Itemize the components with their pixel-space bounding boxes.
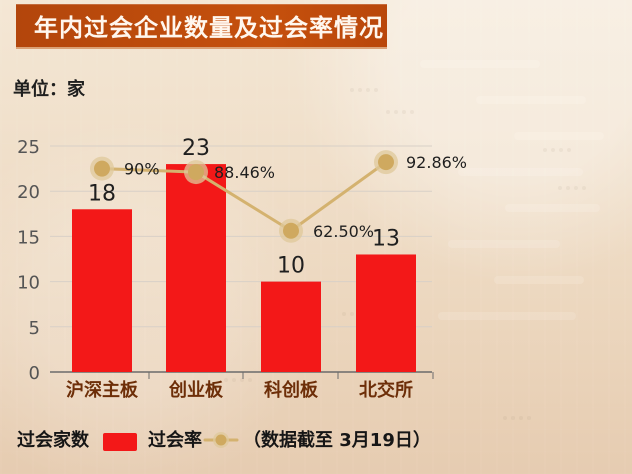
rate-point xyxy=(188,164,204,181)
bar-value-label: 13 xyxy=(372,226,400,251)
bar xyxy=(72,209,132,372)
y-tick-label: 5 xyxy=(29,318,40,339)
y-tick-label: 0 xyxy=(29,363,40,384)
legend-note: （数据截至 3月19日） xyxy=(243,430,431,451)
bar xyxy=(166,164,226,372)
y-tick-label: 15 xyxy=(17,227,40,248)
x-tick-label: 北交所 xyxy=(359,379,413,401)
rate-point xyxy=(283,222,299,239)
rate-value-label: 88.46% xyxy=(214,163,275,182)
y-tick-label: 25 xyxy=(17,137,40,158)
legend-bars-label: 过会家数 xyxy=(17,430,89,451)
y-tick-label: 20 xyxy=(17,182,40,203)
rate-line xyxy=(100,160,388,233)
rate-point xyxy=(94,160,110,177)
bar-value-label: 10 xyxy=(277,254,305,279)
bar xyxy=(356,254,416,372)
chart-title-banner: 年内过会企业数量及过会率情况 xyxy=(16,4,387,47)
rate-point xyxy=(378,154,394,171)
legend-bar-swatch xyxy=(103,433,137,451)
bar-value-label: 23 xyxy=(182,136,210,161)
bar-value-label: 18 xyxy=(88,181,116,206)
chart-title: 年内过会企业数量及过会率情况 xyxy=(34,14,384,42)
x-tick-label: 创业板 xyxy=(168,379,224,401)
x-tick-label: 科创板 xyxy=(264,379,319,401)
bar xyxy=(261,281,321,372)
legend-line-icon xyxy=(203,432,239,448)
legend-line-label: 过会率 xyxy=(148,430,202,451)
title-underline xyxy=(16,47,387,49)
unit-label: 单位：家 xyxy=(13,79,85,100)
rate-value-label: 62.50% xyxy=(313,222,374,241)
y-tick-label: 10 xyxy=(17,273,40,294)
rate-value-label: 90% xyxy=(124,160,160,179)
rate-value-label: 92.86% xyxy=(406,153,467,172)
x-tick-label: 沪深主板 xyxy=(66,379,139,401)
